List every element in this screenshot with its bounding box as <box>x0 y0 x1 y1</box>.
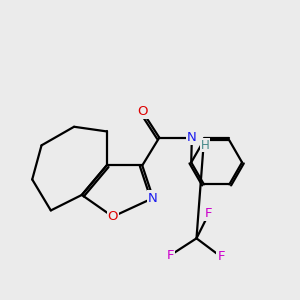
Text: H: H <box>200 139 209 152</box>
Text: F: F <box>218 250 225 263</box>
Text: O: O <box>108 210 118 223</box>
Text: N: N <box>187 131 197 144</box>
Text: F: F <box>167 249 174 262</box>
Text: F: F <box>205 207 213 220</box>
Text: N: N <box>148 191 158 205</box>
Text: O: O <box>137 105 148 118</box>
